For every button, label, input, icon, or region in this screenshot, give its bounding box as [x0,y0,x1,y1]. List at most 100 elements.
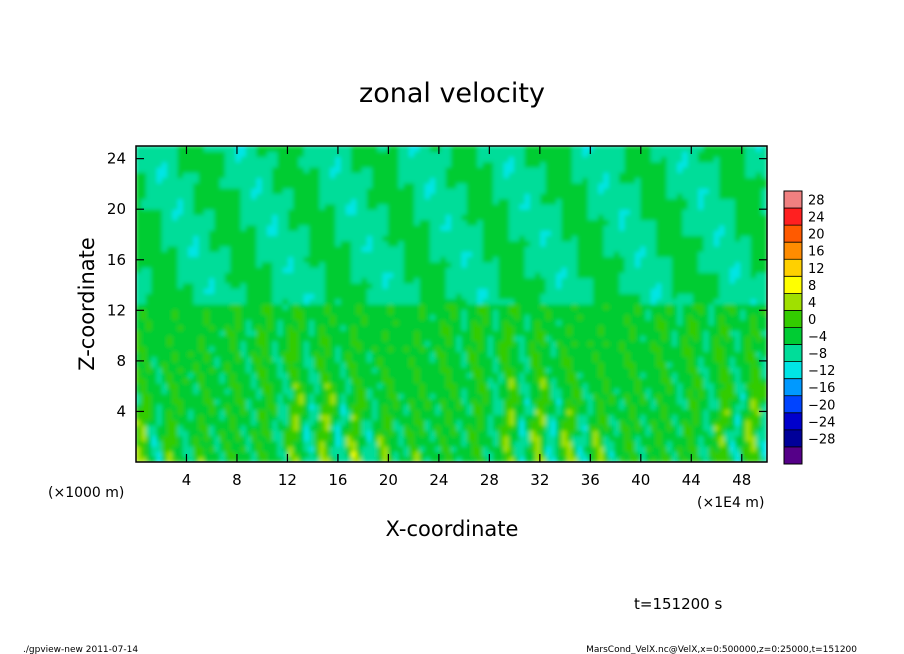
heatmap-cell [309,213,316,221]
heatmap-cell [182,366,190,373]
heatmap-cell [424,340,431,347]
heatmap-cell [188,419,195,426]
heatmap-cell [324,445,332,452]
heatmap-cell [424,303,431,310]
heatmap-cell [309,303,316,310]
heatmap-cell [198,229,205,237]
heatmap-cell [203,377,211,384]
heatmap-cell [224,424,232,431]
heatmap-cell [487,224,495,231]
heatmap-cell [451,456,458,462]
heatmap-cell [151,208,158,215]
heatmap-cell [487,240,495,247]
heatmap-cell [314,282,321,289]
heatmap-cell [377,146,384,152]
heatmap-cell [408,182,416,189]
heatmap-cell [403,345,410,352]
heatmap-cell [330,256,337,263]
heatmap-cell [524,303,531,310]
heatmap-cell [403,240,410,247]
heatmap-cell [340,156,347,163]
heatmap-cell [393,329,400,337]
heatmap-cell [340,429,347,437]
heatmap-cell [356,408,363,416]
heatmap-cell [177,356,184,363]
heatmap-cell [387,177,395,184]
heatmap-cell [403,429,410,437]
heatmap-cell [387,171,395,179]
heatmap-cell [472,171,479,179]
heatmap-cell [408,308,416,316]
heatmap-cell [209,435,216,442]
heatmap-cell [440,403,447,410]
heatmap-cell [487,356,495,363]
heatmap-cell [330,182,337,189]
heatmap-cell [314,219,321,226]
heatmap-cell [156,287,163,294]
heatmap-cell [219,356,226,363]
heatmap-cell [377,182,384,189]
heatmap-cell [277,146,284,152]
heatmap-cell [272,266,279,273]
heatmap-cell [340,314,347,321]
heatmap-cell [235,156,242,163]
heatmap-cell [230,208,237,215]
heatmap-cell [493,340,500,347]
heatmap-cell [372,182,379,189]
heatmap-cell [324,345,332,352]
heatmap-cell [508,224,516,231]
heatmap-cell [561,308,568,316]
heatmap-cell [245,408,253,416]
heatmap-cell [424,308,431,316]
heatmap-cell [466,308,474,316]
heatmap-cell [319,187,326,194]
heatmap-cell [445,429,452,437]
heatmap-cell [451,213,458,221]
heatmap-cell [261,166,268,173]
heatmap-cell [372,408,379,416]
heatmap-cell [524,324,531,331]
heatmap-cell [429,387,437,395]
heatmap-cell [403,198,410,205]
heatmap-cell [351,361,358,368]
heatmap-cell [529,235,537,242]
heatmap-cell [398,398,405,405]
heatmap-cell [398,161,405,168]
heatmap-cell [172,250,179,258]
heatmap-cell [561,445,568,452]
heatmap-cell [403,166,410,173]
heatmap-cell [503,266,510,273]
heatmap-cell [382,208,389,215]
heatmap-cell [309,182,316,189]
heatmap-cell [361,450,368,458]
heatmap-cell [477,277,484,284]
heatmap-cell [361,287,368,294]
heatmap-cell [156,435,163,442]
heatmap-cell [508,240,516,247]
heatmap-cell [540,445,547,452]
heatmap-cell [177,456,184,462]
heatmap-cell [167,440,174,447]
heatmap-cell [245,198,253,205]
heatmap-cell [366,224,374,231]
heatmap-cell [429,366,437,373]
heatmap-cell [219,350,226,358]
heatmap-cell [309,314,316,321]
heatmap-cell [429,156,437,163]
heatmap-cell [503,277,510,284]
heatmap-cell [556,277,563,284]
heatmap-cell [245,150,253,158]
heatmap-cell [445,340,452,347]
heatmap-cell [540,235,547,242]
heatmap-cell [472,403,479,410]
heatmap-cell [266,213,274,221]
heatmap-cell [193,298,200,305]
heatmap-cell [151,324,158,331]
heatmap-cell [440,182,447,189]
heatmap-cell [140,146,148,152]
heatmap-cell [498,156,505,163]
heatmap-cell [466,440,474,447]
heatmap-cell [319,182,326,189]
heatmap-cell [319,261,326,268]
heatmap-cell [319,292,326,300]
